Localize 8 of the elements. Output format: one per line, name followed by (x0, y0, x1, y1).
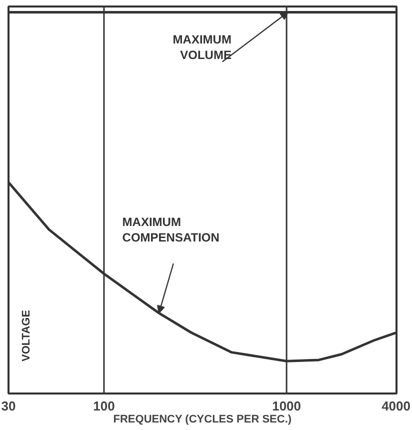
x-tick-label: 4000 (382, 398, 410, 414)
x-tick-label: 100 (93, 398, 115, 414)
x-tick-label: 1000 (272, 398, 302, 414)
series-label: MAXIMUM VOLUME (172, 32, 232, 62)
x-axis-title: FREQUENCY (CYCLES PER SEC.) (113, 414, 292, 426)
y-axis-title: VOLTAGE (20, 310, 32, 362)
x-tick-label: 30 (1, 398, 16, 414)
text: MAXIMUM COMPENSATION (122, 215, 220, 244)
